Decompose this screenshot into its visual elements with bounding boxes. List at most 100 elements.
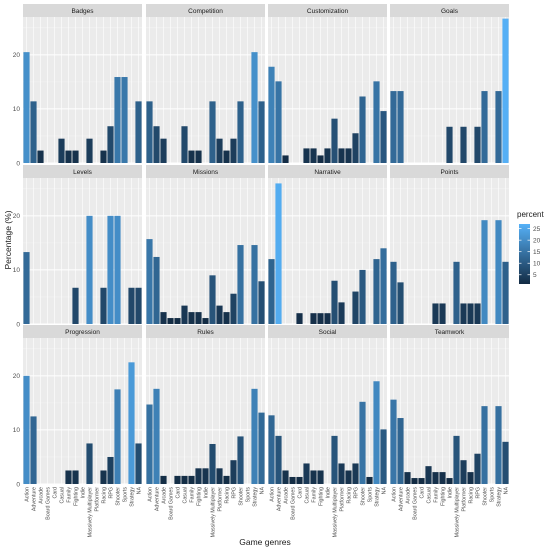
x-tick-label: Adventure — [399, 487, 405, 511]
panel-missions: Missions — [146, 165, 265, 325]
bar-massively-multiplayer — [209, 275, 216, 324]
bar-casual — [425, 466, 432, 484]
x-tick-label: Sports — [123, 487, 129, 503]
x-tick-label: Massively Multiplayer — [88, 487, 94, 538]
bar-massively-multiplayer — [209, 443, 216, 484]
panel-badges: Badges 0 10 20 — [13, 4, 142, 167]
x-tick-label: Racing — [102, 487, 108, 504]
bar-racing — [345, 148, 352, 163]
x-tick-label: Action — [148, 487, 154, 502]
bar-action — [23, 52, 30, 163]
x-tick-label: Board Games — [413, 487, 419, 520]
bar-na — [502, 441, 509, 484]
x-tick-label: Family — [434, 487, 440, 503]
bar-fighting — [317, 470, 324, 484]
legend-tick-label: 10 — [533, 261, 541, 268]
bar-family — [188, 150, 195, 163]
bar-strategy — [373, 81, 380, 163]
bar-family — [188, 312, 195, 324]
x-tick-label: RPG — [232, 487, 238, 498]
bar-shooter — [237, 101, 244, 163]
panel-strip-label: Goals — [441, 8, 459, 15]
bar-action — [146, 101, 153, 163]
x-tick-label: Shooter — [361, 487, 367, 506]
bar-rpg — [474, 453, 481, 484]
bar-fighting — [72, 470, 79, 484]
bar-family — [188, 475, 195, 484]
bar-racing — [100, 150, 107, 163]
x-tick-label: Adventure — [32, 487, 38, 511]
bar-shooter — [114, 389, 121, 484]
x-tick-label: Board Games — [46, 487, 52, 520]
bar-indie — [202, 468, 209, 484]
bar-card — [174, 475, 181, 484]
panel-points: Points — [390, 165, 509, 325]
y-tick-label: 10 — [13, 427, 21, 434]
bar-na — [135, 101, 142, 163]
panel-strip — [268, 325, 387, 338]
bar-shooter — [481, 406, 488, 484]
x-tick-label: Shooter — [116, 487, 122, 506]
bar-na — [502, 261, 509, 324]
bar-massively-multiplayer — [453, 435, 460, 484]
bar-sports — [366, 476, 373, 484]
bar-casual — [58, 138, 65, 163]
bar-shooter — [114, 77, 121, 163]
bar-adventure — [397, 91, 404, 163]
panel-strip-label: Customization — [307, 8, 349, 15]
panel-goals: Goals — [390, 4, 509, 164]
x-tick-label: Strategy — [497, 487, 503, 507]
bar-fighting — [317, 313, 324, 324]
legend-tick-label: 15 — [533, 249, 541, 256]
bar-action — [23, 375, 30, 484]
bar-shooter — [481, 220, 488, 324]
bar-shooter — [237, 245, 244, 324]
x-tick-label: RPG — [476, 487, 482, 498]
x-tick-label: NA — [382, 487, 388, 495]
panel-strip-label: Narrative — [314, 169, 341, 176]
bar-massively-multiplayer — [86, 443, 93, 484]
bar-action — [146, 239, 153, 324]
bar-fighting — [195, 312, 202, 324]
bar-rpg — [474, 303, 481, 324]
panel-strip — [146, 325, 265, 338]
x-axis-title: Game genres — [239, 537, 291, 547]
bar-strategy — [495, 406, 502, 484]
bar-board-games — [167, 318, 174, 324]
bar-fighting — [72, 150, 79, 163]
bar-strategy — [495, 220, 502, 324]
legend-title: percent — [517, 210, 544, 219]
x-tick-label: Fighting — [319, 487, 325, 506]
bar-adventure — [275, 435, 282, 484]
bar-arcade — [282, 470, 289, 484]
x-tick-label: RPG — [109, 487, 115, 498]
bar-shooter — [359, 96, 366, 163]
x-tick-label: Arcade — [284, 487, 290, 504]
x-tick-label: Platformer — [462, 487, 468, 512]
bar-rpg — [474, 126, 481, 163]
panel-strip-label: Levels — [73, 169, 93, 176]
bar-massively-multiplayer — [86, 138, 93, 163]
y-tick-label: 10 — [13, 106, 21, 113]
x-tick-label: Massively Multiplayer — [211, 487, 217, 538]
x-tick-label: Indie — [204, 487, 210, 499]
panel-strip — [146, 4, 265, 17]
bar-card — [296, 313, 303, 324]
bar-fighting — [195, 468, 202, 484]
panel-rules: Rules Action Adventure Arcade Board Games Car… — [146, 325, 266, 537]
y-tick-label: 20 — [13, 213, 21, 220]
panel-strip-label: Points — [440, 169, 459, 176]
x-tick-label: Massively Multiplayer — [333, 487, 339, 538]
x-tick-label: Family — [67, 487, 73, 503]
panel-strip — [146, 165, 265, 178]
x-tick-label: Board Games — [169, 487, 175, 520]
panel-strip-label: Competition — [188, 8, 223, 15]
bar-family — [65, 470, 72, 484]
bar-adventure — [397, 418, 404, 484]
x-tick-label: Family — [190, 487, 196, 503]
x-tick-label: Family — [312, 487, 318, 503]
y-tick-label: 0 — [16, 321, 20, 328]
bar-fighting — [72, 287, 79, 324]
panel-customization: Customization — [268, 4, 387, 164]
facet-panels: Badges 0 10 20 Competition Customization Goals… — [13, 4, 510, 537]
